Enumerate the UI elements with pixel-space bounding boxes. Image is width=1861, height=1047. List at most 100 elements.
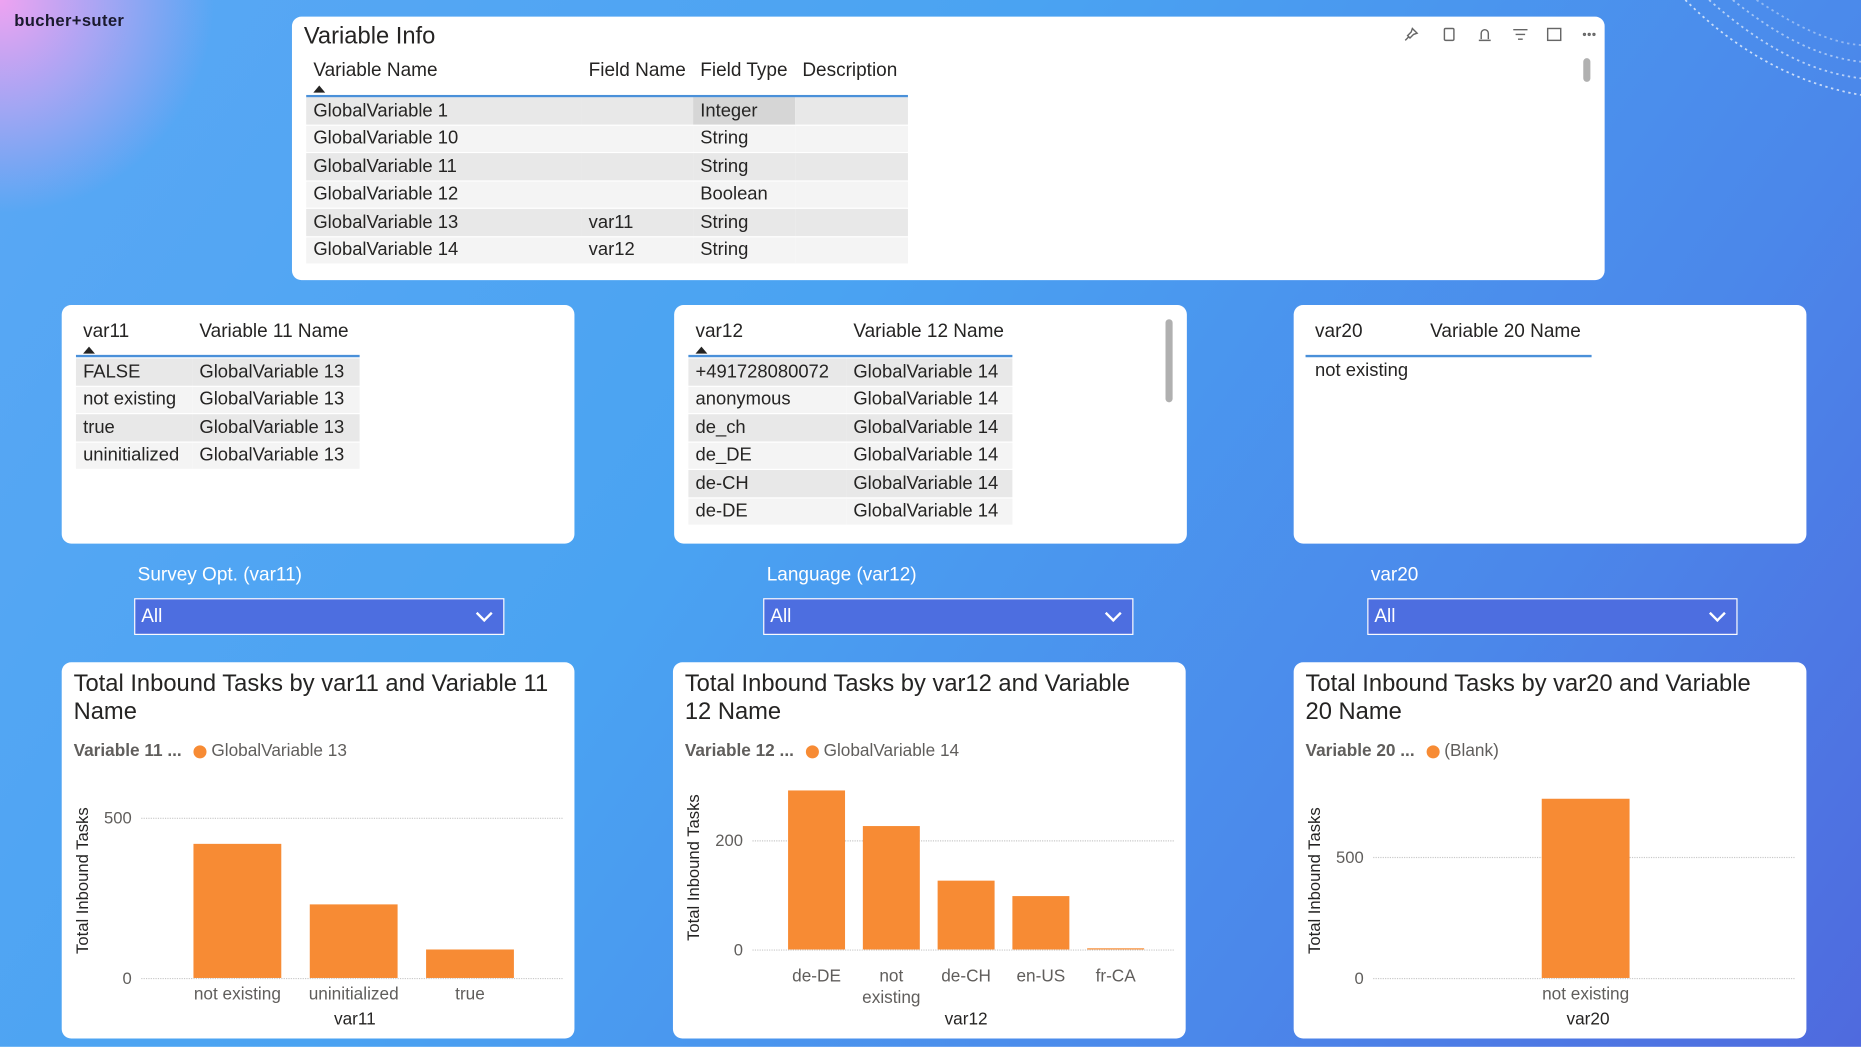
legend-label: GlobalVariable 13	[211, 741, 347, 761]
chart-title: Total Inbound Tasks by var20 and Variabl…	[1305, 670, 1751, 726]
y-tick-label: 500	[1335, 847, 1364, 867]
table-cell	[581, 208, 694, 236]
cell-text: Boolean	[700, 184, 768, 205]
cell-text: de-DE	[695, 501, 748, 522]
sort-arrow	[695, 346, 708, 354]
table-cell	[795, 236, 908, 264]
table-cell	[846, 442, 1013, 469]
table-cell	[192, 358, 360, 386]
table-cell	[192, 386, 360, 414]
table-cell	[306, 125, 582, 152]
legend-marker	[193, 744, 207, 758]
cell-text: GlobalVariable 14	[853, 501, 999, 522]
y-axis-title: Total Inbound Tasks	[72, 807, 92, 954]
table-cell	[306, 97, 582, 125]
table-cell	[688, 358, 847, 386]
column-header: var11	[83, 321, 130, 342]
x-tick-label: uninitialized	[308, 985, 399, 1005]
cell-text: FALSE	[83, 361, 141, 382]
cell-text: GlobalVariable 14	[853, 361, 999, 382]
table-cell	[795, 153, 908, 180]
bar	[193, 843, 282, 978]
cell-text: GlobalVariable 14	[853, 445, 999, 466]
x-tick-label: true	[455, 985, 485, 1005]
legend: Variable 11 ... GlobalVariable 13	[74, 742, 347, 761]
column-header: var12	[695, 321, 744, 342]
bar	[425, 949, 515, 978]
cell-text: GlobalVariable 14	[853, 473, 999, 494]
legend-title: Variable 11 ...	[73, 741, 182, 761]
x-tick-label: de-DE	[792, 967, 841, 987]
table-cell	[693, 125, 796, 152]
table-cell	[306, 208, 582, 236]
legend-title: Variable 20 ...	[1305, 741, 1415, 761]
column-header: Field Type	[700, 60, 788, 81]
column-header: Description	[802, 60, 898, 81]
bar	[1087, 948, 1145, 950]
scrollbar[interactable]	[1165, 319, 1173, 403]
y-tick-label: 0	[733, 939, 743, 959]
cell-text: var11	[588, 212, 634, 233]
column-header: var20	[1315, 321, 1363, 342]
table-cell	[795, 180, 908, 208]
cell-text: de_DE	[695, 445, 752, 466]
header-underline	[306, 94, 908, 98]
cell-text: String	[700, 240, 749, 261]
chart-card	[672, 662, 1186, 1039]
table-cell	[846, 497, 1013, 525]
table-cell	[693, 236, 796, 264]
cell-text: String	[700, 128, 749, 149]
table-cell	[846, 386, 1013, 414]
slicer-dropdown[interactable]	[1367, 598, 1738, 635]
column-header: Variable 20 Name	[1430, 321, 1581, 342]
table-cell	[75, 414, 193, 441]
legend-marker	[805, 744, 819, 758]
grid-line	[1373, 977, 1795, 980]
slicer-value: All	[1374, 606, 1396, 627]
table-cell	[693, 153, 796, 180]
grid-line	[141, 977, 563, 980]
slicer-dropdown[interactable]	[763, 598, 1134, 635]
table-cell	[688, 469, 847, 497]
cell-text: GlobalVariable 11	[313, 156, 457, 177]
y-tick-label: 0	[1354, 968, 1364, 988]
header-underline	[688, 354, 1013, 358]
grid-line	[752, 840, 1174, 842]
grid-line	[752, 949, 1174, 951]
cell-text: GlobalVariable 13	[199, 361, 345, 382]
visual-header-icons[interactable]	[1398, 24, 1600, 48]
legend-marker	[1426, 744, 1440, 758]
table-cell	[688, 442, 847, 469]
table-cell	[192, 414, 360, 441]
chart-title: Total Inbound Tasks by var12 and Variabl…	[684, 670, 1130, 726]
table-cell	[688, 414, 847, 441]
x-tick-label: de-CH	[941, 967, 991, 987]
cell-text: String	[700, 212, 749, 233]
table-cell	[688, 497, 847, 525]
y-axis-title: Total Inbound Tasks	[683, 794, 703, 941]
table-cell	[306, 236, 582, 264]
table-cell	[795, 125, 908, 152]
bar	[862, 825, 920, 950]
cell-text: GlobalVariable 13	[313, 212, 459, 233]
x-axis-title: var11	[333, 1010, 376, 1030]
cell-text: Integer	[700, 100, 758, 121]
visual-title: Variable Info	[303, 23, 436, 50]
logo: bucher+suter	[14, 10, 125, 30]
column-header: Field Name	[588, 60, 686, 81]
cell-text: de_ch	[695, 417, 746, 438]
table-cell	[795, 97, 908, 125]
scrollbar[interactable]	[1583, 58, 1591, 82]
cell-text: GlobalVariable 12	[313, 184, 459, 205]
cell-text: not existing	[83, 389, 177, 410]
table-card	[1293, 305, 1807, 544]
y-tick-label: 200	[715, 830, 743, 850]
bar	[1012, 895, 1070, 950]
cell-text: GlobalVariable 1	[313, 100, 448, 121]
bar	[788, 790, 845, 950]
cell-text: var12	[588, 240, 635, 261]
y-tick-label: 0	[122, 968, 132, 988]
slicer-dropdown[interactable]	[134, 598, 505, 635]
table-cell	[75, 358, 193, 386]
